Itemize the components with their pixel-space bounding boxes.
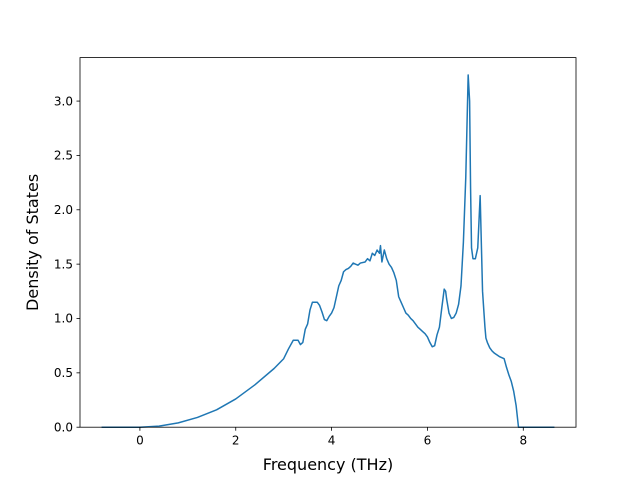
y-tick-label-1: 0.5	[54, 366, 73, 380]
y-axis-label: Density of States	[23, 174, 42, 311]
plot-frame	[79, 57, 577, 428]
y-tick-label-2: 1.0	[54, 312, 73, 326]
x-tick-label-3: 6	[424, 434, 432, 448]
series-layer	[101, 74, 555, 428]
x-tick-label-4: 8	[519, 434, 527, 448]
y-tick-label-5: 2.5	[54, 149, 73, 163]
x-axis-ticks: 0 2 4 6 8	[136, 427, 527, 448]
y-tick-label-6: 3.0	[54, 94, 73, 108]
plot-area	[80, 57, 576, 428]
y-tick-label-0: 0.0	[54, 420, 73, 434]
y-tick-label-4: 2.0	[54, 203, 73, 217]
y-tick-label-3: 1.5	[54, 257, 73, 271]
y-axis-ticks: 0.0 0.5 1.0 1.5 2.0 2.5 3.0	[54, 94, 80, 434]
series-line-0	[101, 74, 555, 428]
x-tick-label-1: 2	[232, 434, 240, 448]
x-tick-label-2: 4	[328, 434, 336, 448]
x-axis-label: Frequency (THz)	[263, 455, 393, 474]
x-tick-label-0: 0	[136, 434, 144, 448]
